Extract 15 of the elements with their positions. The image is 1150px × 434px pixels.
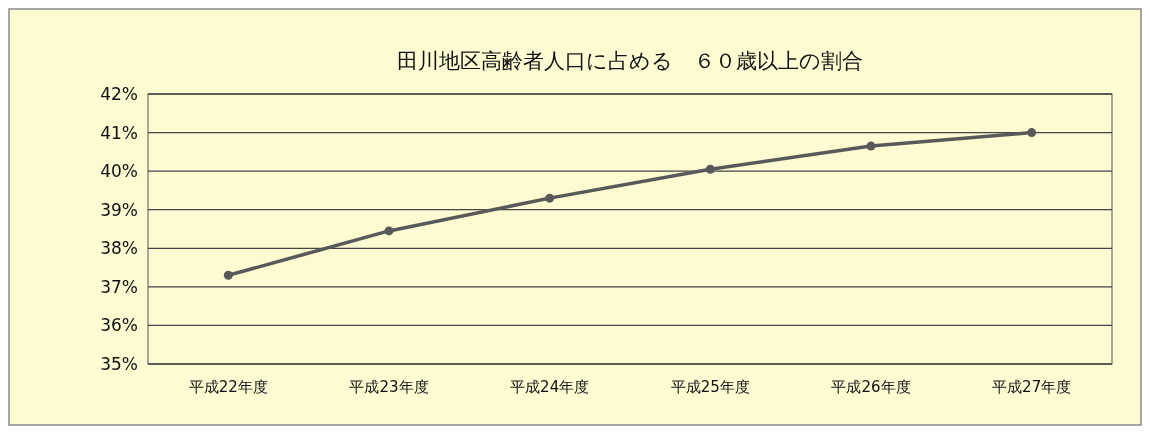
x-tick-label: 平成24年度 [510,378,590,396]
x-tick-label: 平成27年度 [992,378,1072,396]
y-tick-label: 42% [100,83,138,104]
x-tick-label: 平成25年度 [670,378,750,396]
y-tick-label: 41% [100,122,138,143]
y-tick-label: 38% [100,238,138,259]
x-tick-label: 平成26年度 [831,378,911,396]
y-tick-label: 39% [100,199,138,220]
y-tick-label: 36% [100,315,138,336]
y-tick-label: 35% [100,353,138,374]
x-tick-label: 平成23年度 [349,378,429,396]
x-tick-label: 平成22年度 [188,378,268,396]
y-tick-label: 40% [100,161,138,182]
y-tick-label: 37% [100,276,138,297]
chart-title: 田川地区高齢者人口に占める ６０歳以上の割合 [397,49,863,73]
